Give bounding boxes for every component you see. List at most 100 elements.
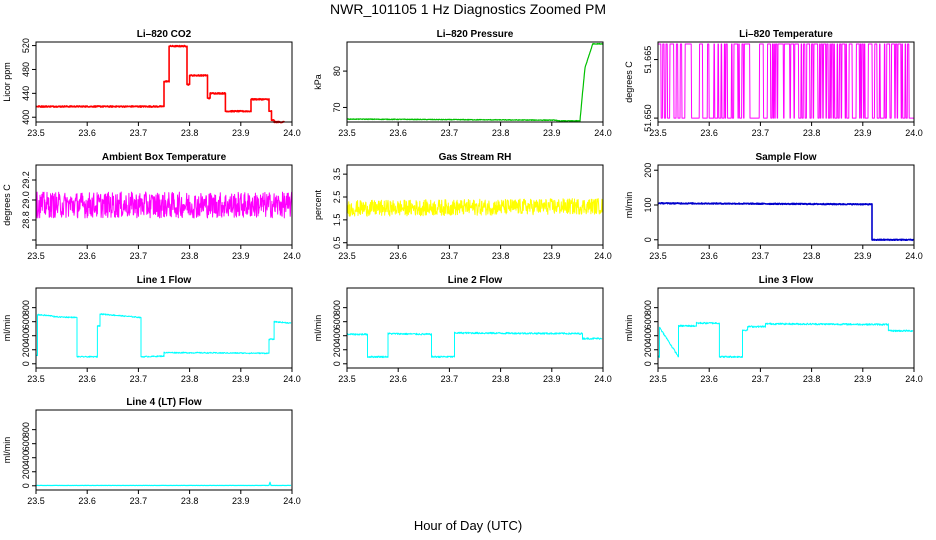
panel-line3: Line 3 Flow ml/min 23.5 23.6 23.7 23.8 23.9 24.… — [624, 275, 923, 384]
x-tick-label-line3-1: 23.6 — [700, 374, 718, 384]
plot-frame-line2 — [346, 287, 604, 369]
y-axis-label-line4: ml/min — [2, 437, 12, 464]
x-tick-label-line2-3: 23.8 — [492, 374, 510, 384]
x-tick-label-rh-2: 23.7 — [441, 251, 459, 261]
x-tick-label-line1-4: 23.9 — [232, 374, 250, 384]
panel-co2: Li–820 CO2 Licor ppm 23.5 23.6 23.7 23.8 23.9 2… — [2, 29, 301, 138]
x-tick-label-ambient-0: 23.5 — [27, 251, 45, 261]
x-tick-label-co2-3: 23.8 — [181, 128, 199, 138]
y-tick-label-temperature-0: 51.650 — [643, 104, 653, 132]
panel-title-line1: Line 1 Flow — [137, 275, 192, 286]
x-tick-label-rh-4: 23.9 — [543, 251, 561, 261]
panel-sample: Sample Flow ml/min 23.5 23.6 23.7 23.8 23.9 24.… — [624, 152, 923, 261]
x-tick-label-sample-4: 23.9 — [854, 251, 872, 261]
x-tick-label-line3-0: 23.5 — [649, 374, 667, 384]
x-tick-label-ambient-4: 23.9 — [232, 251, 250, 261]
y-tick-label-line3-0: 0 — [643, 361, 653, 366]
y-axis-label-sample: ml/min — [624, 192, 634, 219]
y-tick-label-line4-2: 400 — [21, 450, 31, 465]
y-tick-label-line1-1: 200 — [21, 342, 31, 357]
panel-line4: Line 4 (LT) Flow ml/min 23.5 23.6 23.7 23.8 23… — [2, 397, 301, 506]
panel-title-pressure: Li–820 Pressure — [437, 29, 514, 40]
y-axis-label-temperature: degrees C — [624, 61, 634, 103]
y-tick-label-line4-4: 800 — [21, 422, 31, 437]
x-tick-label-pressure-1: 23.6 — [389, 128, 407, 138]
panel-title-rh: Gas Stream RH — [439, 152, 512, 163]
y-tick-label-rh-3: 3.5 — [332, 168, 342, 181]
series-line-pressure — [346, 42, 604, 122]
plot-frame-ambient — [35, 164, 293, 246]
panel-title-sample: Sample Flow — [755, 152, 816, 163]
x-tick-label-line3-2: 23.7 — [752, 374, 770, 384]
x-tick-label-line4-5: 24.0 — [283, 496, 301, 506]
x-tick-label-sample-5: 24.0 — [905, 251, 923, 261]
series-line-line2 — [346, 331, 603, 359]
x-tick-label-ambient-3: 23.8 — [181, 251, 199, 261]
x-tick-label-co2-2: 23.7 — [130, 128, 148, 138]
panel-line1: Line 1 Flow ml/min 23.5 23.6 23.7 23.8 23.9 24.… — [2, 275, 301, 384]
x-axis-title: Hour of Day (UTC) — [413, 518, 523, 533]
panel-line2: Line 2 Flow ml/min 23.5 23.6 23.7 23.8 23.9 24.… — [313, 275, 612, 384]
panel-pressure: Li–820 Pressure kPa 23.5 23.6 23.7 23.8 23.9 24… — [313, 29, 612, 138]
page-title: NWR_101105 1 Hz Diagnostics Zoomed PM — [330, 1, 606, 17]
y-tick-label-line4-3: 600 — [21, 436, 31, 451]
x-tick-label-ambient-1: 23.6 — [78, 251, 96, 261]
x-tick-label-line4-4: 23.9 — [232, 496, 250, 506]
x-tick-label-sample-0: 23.5 — [649, 251, 667, 261]
plot-frame-co2 — [35, 41, 293, 123]
x-tick-label-sample-1: 23.6 — [700, 251, 718, 261]
y-tick-label-pressure-0: 70 — [332, 102, 342, 112]
x-tick-label-sample-3: 23.8 — [803, 251, 821, 261]
x-tick-label-rh-5: 24.0 — [594, 251, 612, 261]
x-tick-label-line1-2: 23.7 — [130, 374, 148, 384]
x-tick-label-rh-3: 23.8 — [492, 251, 510, 261]
y-tick-label-line2-3: 600 — [332, 314, 342, 329]
x-tick-label-line3-3: 23.8 — [803, 374, 821, 384]
x-tick-label-line2-5: 24.0 — [594, 374, 612, 384]
x-tick-label-line1-5: 24.0 — [283, 374, 301, 384]
y-tick-label-line1-3: 600 — [21, 314, 31, 329]
plot-frame-line3 — [657, 287, 915, 369]
panel-title-ambient: Ambient Box Temperature — [102, 152, 227, 163]
plot-frame-line1 — [35, 287, 293, 369]
series-line-temperature — [657, 43, 915, 119]
x-tick-label-line3-4: 23.9 — [854, 374, 872, 384]
x-tick-label-temperature-2: 23.7 — [752, 128, 770, 138]
y-tick-label-ambient-2: 29.0 — [21, 191, 31, 209]
y-axis-label-line1: ml/min — [2, 315, 12, 342]
y-tick-label-line4-1: 200 — [21, 464, 31, 479]
x-tick-label-temperature-0: 23.5 — [649, 128, 667, 138]
x-tick-label-line2-0: 23.5 — [338, 374, 356, 384]
x-tick-label-pressure-2: 23.7 — [441, 128, 459, 138]
x-tick-label-ambient-2: 23.7 — [130, 251, 148, 261]
y-tick-label-line4-0: 0 — [21, 483, 31, 488]
y-tick-label-ambient-1: 28.8 — [21, 211, 31, 229]
x-tick-label-line2-1: 23.6 — [389, 374, 407, 384]
panel-title-co2: Li–820 CO2 — [137, 29, 192, 40]
x-tick-label-temperature-4: 23.9 — [854, 128, 872, 138]
x-tick-label-temperature-3: 23.8 — [803, 128, 821, 138]
y-tick-label-line1-4: 800 — [21, 300, 31, 315]
y-tick-label-co2-1: 440 — [21, 86, 31, 101]
panel-rh: Gas Stream RH percent 23.5 23.6 23.7 23.8 23.9… — [313, 152, 612, 261]
y-axis-label-pressure: kPa — [313, 74, 323, 90]
series-line-co2 — [35, 44, 286, 124]
y-tick-label-line1-0: 0 — [21, 361, 31, 366]
y-tick-label-temperature-1: 51.665 — [643, 46, 653, 74]
y-tick-label-sample-1: 100 — [643, 197, 653, 212]
y-tick-label-co2-0: 400 — [21, 110, 31, 125]
y-tick-label-co2-3: 520 — [21, 38, 31, 53]
series-line-line3 — [657, 321, 914, 359]
y-axis-label-ambient: degrees C — [2, 184, 12, 226]
y-tick-label-line3-3: 600 — [643, 314, 653, 329]
x-tick-label-co2-1: 23.6 — [78, 128, 96, 138]
panel-ambient: Ambient Box Temperature degrees C 23.5 23.6… — [2, 152, 301, 261]
x-tick-label-line3-5: 24.0 — [905, 374, 923, 384]
x-tick-label-line4-1: 23.6 — [78, 496, 96, 506]
x-tick-label-co2-5: 24.0 — [283, 128, 301, 138]
x-tick-label-line1-3: 23.8 — [181, 374, 199, 384]
x-tick-label-pressure-3: 23.8 — [492, 128, 510, 138]
x-tick-label-line4-3: 23.8 — [181, 496, 199, 506]
x-tick-label-pressure-5: 24.0 — [594, 128, 612, 138]
